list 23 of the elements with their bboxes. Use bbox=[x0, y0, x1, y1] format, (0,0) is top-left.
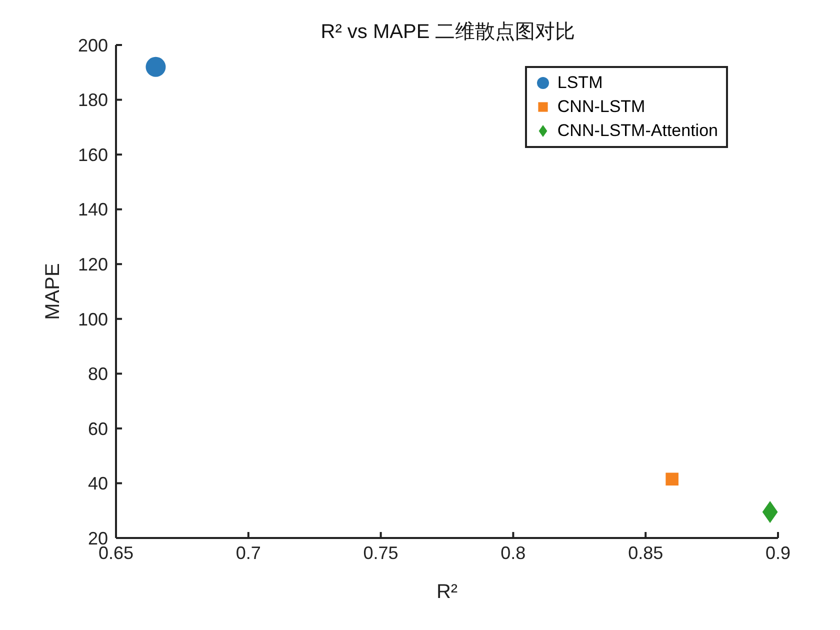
legend-label: LSTM bbox=[557, 73, 603, 93]
x-tick-label: 0.8 bbox=[500, 542, 526, 563]
x-tick-label: 0.7 bbox=[236, 542, 261, 563]
x-axis-title: R² bbox=[436, 581, 458, 603]
y-tick-label: 180 bbox=[78, 90, 108, 110]
point bbox=[666, 472, 678, 486]
x-tick-label: 0.9 bbox=[765, 542, 791, 563]
x-tick-label: 0.85 bbox=[628, 542, 664, 563]
y-tick-label: 80 bbox=[88, 364, 108, 384]
x-tick-label: 0.75 bbox=[363, 542, 398, 563]
y-tick-label: 140 bbox=[78, 200, 108, 220]
y-tick-label: 120 bbox=[78, 254, 108, 274]
y-tick-label: 40 bbox=[88, 474, 108, 494]
chart-title: R² vs MAPE 二维散点图对比 bbox=[320, 21, 576, 43]
y-tick-label: 100 bbox=[78, 309, 108, 330]
y-tick-label: 160 bbox=[78, 144, 108, 165]
y-axis-title: MAPE bbox=[42, 263, 64, 320]
legend-label: CNN-LSTM-Attention bbox=[557, 121, 718, 141]
point bbox=[146, 56, 166, 77]
legend-label: CNN-LSTM bbox=[557, 97, 646, 117]
point bbox=[762, 500, 778, 523]
y-tick-label: 200 bbox=[78, 35, 108, 56]
y-tick-label: 60 bbox=[88, 418, 108, 439]
